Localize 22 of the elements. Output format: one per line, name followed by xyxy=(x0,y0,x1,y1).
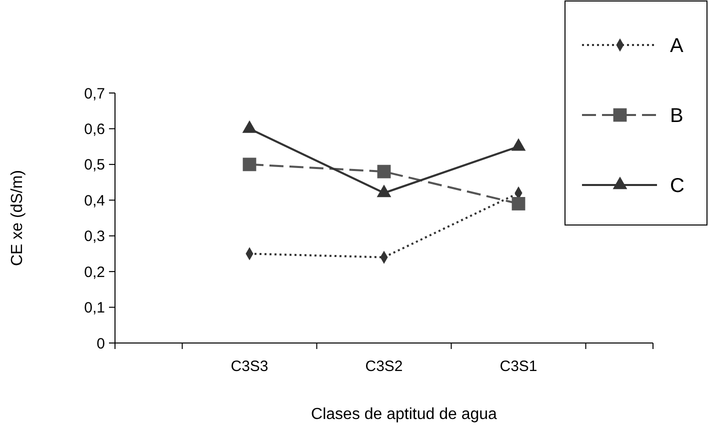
x-axis-title: Clases de aptitud de agua xyxy=(311,406,498,423)
y-tick-label: 0,2 xyxy=(84,264,105,281)
point xyxy=(376,184,392,198)
y-tick-label: 0,7 xyxy=(84,85,105,102)
y-tick-label: 0,6 xyxy=(84,120,105,138)
legend-label: C xyxy=(670,175,684,197)
point xyxy=(512,197,526,210)
point xyxy=(377,164,391,178)
y-tick-label: 0,5 xyxy=(84,156,105,174)
y-tick-label: 0,4 xyxy=(84,192,105,210)
x-tick-label: C3S2 xyxy=(365,358,403,375)
x-tick-label: C3S1 xyxy=(500,358,538,375)
point xyxy=(511,138,526,151)
legend-label: A xyxy=(670,35,684,57)
point xyxy=(242,158,256,172)
x-tick-label: C3S3 xyxy=(230,358,268,375)
y-tick-label: 0 xyxy=(96,335,105,352)
legend-label: B xyxy=(670,105,684,127)
y-axis-title: CE xe (dS/m) xyxy=(9,170,26,266)
point xyxy=(242,120,257,133)
y-tick-label: 0,3 xyxy=(84,228,105,246)
y-tick-label: 0,1 xyxy=(84,300,105,317)
